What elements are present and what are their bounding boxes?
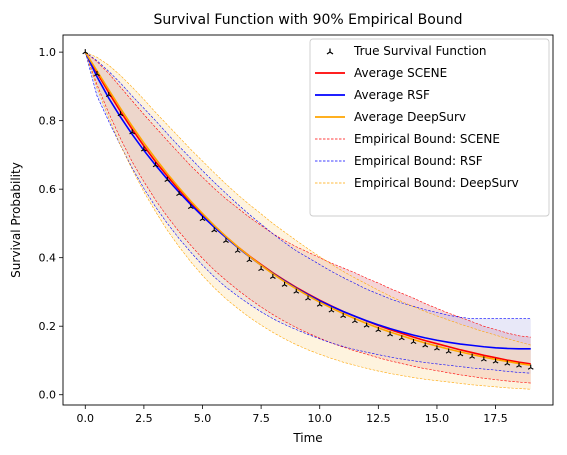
true-survival-point xyxy=(457,351,464,357)
legend-box xyxy=(309,38,550,217)
legend-label: Average DeepSurv xyxy=(354,110,466,124)
x-tick-label: 12.5 xyxy=(366,412,391,425)
true-survival-point xyxy=(117,111,124,117)
true-survival-point xyxy=(434,345,440,351)
true-survival-point xyxy=(387,331,393,337)
true-survival-point xyxy=(422,342,429,348)
true-survival-point xyxy=(492,358,499,364)
y-tick-label: 0.2 xyxy=(39,320,57,333)
y-tick-label: 0.6 xyxy=(39,183,57,196)
true-survival-point xyxy=(94,71,100,77)
true-survival-point xyxy=(258,265,264,272)
series-line-2 xyxy=(84,51,531,350)
true-survival-point xyxy=(527,364,534,370)
true-survival-point xyxy=(211,227,218,233)
true-survival-point xyxy=(246,257,253,263)
true-survival-point xyxy=(504,360,511,366)
legend-label: Empirical Bound: DeepSurv xyxy=(354,176,519,190)
true-survival-point xyxy=(328,307,335,313)
true-survival-point xyxy=(105,91,112,98)
true-survival-point xyxy=(164,176,171,182)
bound-line-0-upper xyxy=(85,51,531,338)
true-survival-point xyxy=(480,356,487,362)
true-survival-point xyxy=(410,338,417,345)
x-tick-label: 2.5 xyxy=(135,412,153,425)
x-tick-label: 17.5 xyxy=(483,412,508,425)
legend-label: Average RSF xyxy=(354,88,430,102)
y-axis-label: Survival Probability xyxy=(9,162,23,278)
true-survival-point xyxy=(152,162,159,168)
legend: True Survival Function Average SCENE Avera… xyxy=(309,38,550,217)
legend-marker xyxy=(326,48,334,55)
true-survival-point xyxy=(293,288,300,294)
x-axis-ticks: 0.0 2.5 5.0 7.5 10.0 12.5 15.0 17.5 xyxy=(77,405,508,425)
true-survival-point xyxy=(469,353,476,359)
true-survival-point xyxy=(129,129,136,135)
true-survival-point xyxy=(340,312,347,318)
true-survival-point xyxy=(140,146,147,152)
bound-fill-0 xyxy=(85,52,531,384)
bound-line-1-upper xyxy=(85,51,531,319)
plot-frame xyxy=(62,34,554,406)
true-survival-point xyxy=(82,49,89,55)
true-survival-point xyxy=(199,215,206,222)
true-survival-point xyxy=(234,247,241,253)
true-survival-markers xyxy=(82,49,534,370)
true-survival-point xyxy=(176,190,182,197)
y-tick-label: 0.4 xyxy=(39,252,57,265)
true-survival-point xyxy=(281,281,288,287)
x-tick-label: 15.0 xyxy=(425,412,450,425)
bound-lines xyxy=(84,51,531,390)
true-survival-point xyxy=(305,295,311,301)
true-survival-point xyxy=(187,203,194,210)
true-survival-point xyxy=(352,318,358,324)
true-survival-point xyxy=(269,273,276,279)
y-tick-label: 0.8 xyxy=(39,115,57,128)
bound-line-2-lower xyxy=(84,52,531,390)
true-survival-point xyxy=(398,335,405,341)
true-survival-point xyxy=(316,301,323,307)
bound-line-2-upper xyxy=(85,51,531,346)
x-tick-label: 0.0 xyxy=(77,412,95,425)
y-tick-label: 0.0 xyxy=(39,389,57,402)
true-survival-point xyxy=(363,322,370,328)
chart-title: Survival Function with 90% Empirical Bou… xyxy=(154,12,463,28)
true-survival-point xyxy=(223,237,229,243)
bound-line-0-lower xyxy=(84,52,531,384)
x-tick-label: 10.0 xyxy=(307,412,332,425)
legend-label: Empirical Bound: RSF xyxy=(354,154,483,168)
true-survival-point xyxy=(445,348,452,354)
y-tick-label: 1.0 xyxy=(39,46,57,59)
bound-line-1-lower xyxy=(84,52,531,374)
y-axis-ticks: 0.0 0.2 0.4 0.6 0.8 1.0 xyxy=(39,46,63,402)
bound-fill-1 xyxy=(85,52,531,374)
true-survival-point xyxy=(375,326,382,333)
x-tick-label: 5.0 xyxy=(194,412,212,425)
x-tick-label: 7.5 xyxy=(252,412,270,425)
legend-label: Empirical Bound: SCENE xyxy=(354,132,500,146)
legend-label: True Survival Function xyxy=(353,44,487,58)
x-axis-label: Time xyxy=(292,431,322,445)
true-survival-point xyxy=(516,362,522,368)
legend-label: Average SCENE xyxy=(354,66,447,80)
